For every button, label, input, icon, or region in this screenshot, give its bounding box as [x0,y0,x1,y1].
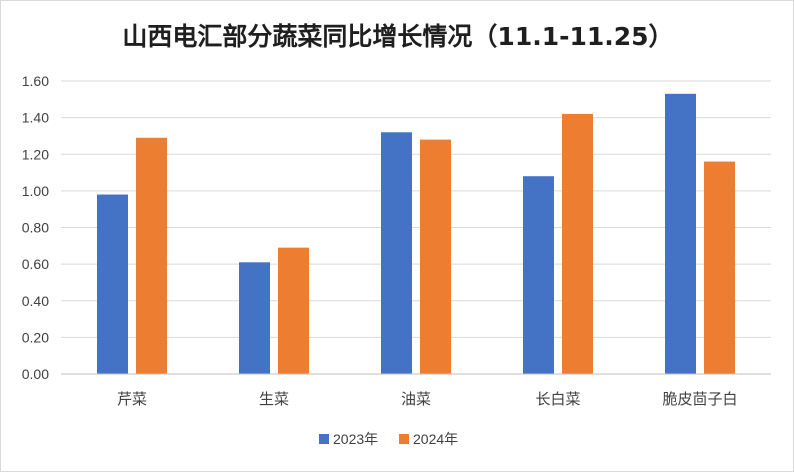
bar-2023年-脆皮茴子白 [665,93,696,374]
bar-2024年-生菜 [278,247,309,374]
y-tick-label: 0.00 [22,366,49,382]
x-axis-categories: 芹菜 生菜 油菜 长白菜 脆皮茴子白 [117,390,738,408]
x-category-label: 油菜 [401,390,431,408]
y-tick-label: 1.00 [22,183,49,199]
y-tick-label: 0.20 [22,329,49,345]
bar-2023年-长白菜 [523,176,554,374]
y-tick-label: 0.60 [22,256,49,272]
bar-2023年-生菜 [239,262,270,374]
bar-2024年-长白菜 [562,113,593,375]
y-tick-label: 0.40 [22,293,49,309]
bar-2023年-油菜 [381,132,412,374]
x-category-label: 脆皮茴子白 [662,390,737,408]
y-tick-label: 1.20 [22,146,49,162]
y-axis-ticks: 0.00 0.20 0.40 0.60 0.80 1.00 1.20 1.40 1.60 [22,73,49,382]
y-tick-label: 1.40 [22,110,49,126]
x-category-label: 生菜 [259,390,289,408]
legend-label: 2023年 [333,431,378,447]
chart-title: 山西电汇部分蔬菜同比增长情况（11.1-11.25） [122,22,673,51]
bar-2024年-脆皮茴子白 [704,161,735,374]
bars [97,93,735,375]
y-tick-label: 0.80 [22,220,49,236]
x-category-label: 芹菜 [117,390,147,408]
x-category-label: 长白菜 [535,390,580,408]
bar-2023年-芹菜 [97,194,128,374]
bar-2024年-油菜 [420,139,451,374]
legend: 2023年 2024年 [319,431,458,447]
legend-swatch [399,434,409,444]
legend-swatch [319,434,329,444]
gridlines [61,80,771,338]
legend-label: 2024年 [413,431,458,447]
y-tick-label: 1.60 [22,73,49,89]
bar-2024年-芹菜 [136,137,167,374]
